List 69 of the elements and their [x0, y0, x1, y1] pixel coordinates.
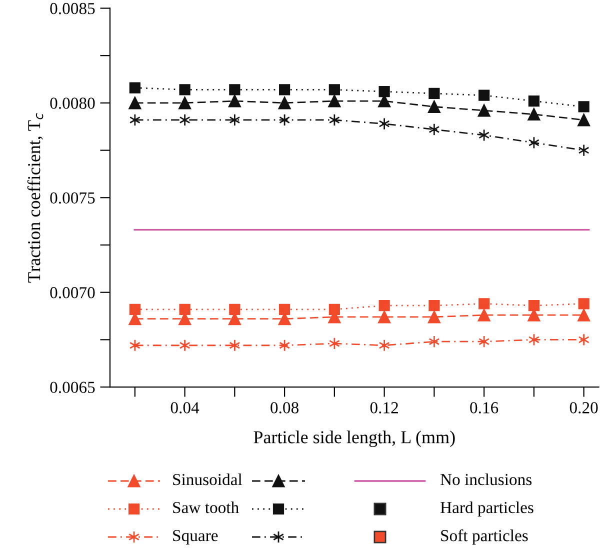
point: [528, 136, 540, 149]
point: [578, 114, 590, 126]
point: [578, 308, 590, 322]
point: [129, 304, 140, 315]
legend-label: Sinusoidal: [173, 473, 242, 486]
point: [179, 339, 190, 352]
point: [478, 128, 490, 142]
text: Hard particles: [440, 501, 534, 517]
point: [328, 304, 340, 315]
point: [328, 114, 340, 126]
x-tick-label: 0.20: [570, 402, 598, 414]
point: [428, 123, 440, 136]
point: [478, 308, 490, 322]
point: [378, 118, 390, 130]
point: [328, 84, 340, 96]
point: [578, 298, 590, 310]
y-tick-label: 0.0080: [50, 98, 95, 109]
point: [129, 114, 140, 126]
x-tick-label: 0.08: [270, 402, 298, 414]
point: [378, 300, 390, 312]
point: [278, 84, 290, 96]
point: [378, 310, 391, 324]
point: [378, 86, 390, 98]
point: [129, 339, 140, 352]
point: [428, 310, 440, 324]
point: [428, 335, 440, 348]
point: [478, 298, 490, 310]
point: [128, 96, 142, 110]
x-tick-label: 0.04: [170, 402, 200, 414]
point: [179, 304, 190, 315]
point: [129, 82, 140, 94]
y-tick-label: 0.0075: [50, 192, 95, 204]
point: [179, 84, 190, 96]
point: [328, 337, 340, 350]
point: [229, 84, 240, 96]
point: [229, 114, 240, 126]
point: [578, 144, 590, 157]
point: [528, 300, 540, 312]
point: [528, 108, 540, 121]
point: [478, 335, 490, 348]
y-tick-label: 0.0070: [50, 287, 95, 298]
legend-label: Saw tooth: [173, 501, 239, 514]
point: [228, 94, 241, 108]
point: [278, 304, 290, 315]
y-tick-label: 0.0085: [50, 2, 95, 14]
point: [179, 114, 190, 126]
point: [578, 101, 590, 112]
point: [528, 333, 540, 346]
point: [229, 304, 240, 315]
point: [328, 94, 341, 108]
point: [428, 100, 440, 113]
point: [178, 96, 192, 110]
x-axis-title: Particle side length, L (mm): [254, 430, 455, 448]
point: [428, 300, 440, 312]
legend-label: No inclusions: [440, 473, 532, 486]
point: [578, 333, 590, 346]
point: [378, 339, 390, 352]
text: Soft particles: [441, 529, 528, 545]
legend-label: Square: [173, 530, 218, 545]
x-tick-label: 0.16: [470, 402, 498, 414]
point: [229, 339, 240, 352]
point: [528, 95, 540, 107]
point: [478, 90, 490, 101]
x-tick-label: 0.12: [370, 402, 398, 414]
point: [278, 96, 291, 110]
point: [428, 88, 440, 100]
y-axis-title: Traction coefficient, T$_{c}$: [27, 113, 44, 283]
point: [478, 104, 490, 117]
y-tick-label: 0.0065: [50, 382, 95, 394]
